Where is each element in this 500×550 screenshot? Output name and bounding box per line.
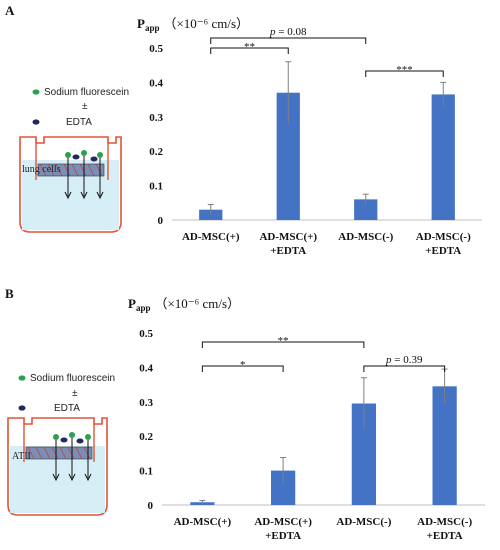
significance-label: p = 0.08 xyxy=(269,26,307,38)
panel-b: B Sodium fluorescein ± EDTA ATII xyxy=(5,286,485,542)
bar xyxy=(431,94,455,220)
chart-b-yaxis: 0 0.1 0.2 0.3 0.4 0.5 xyxy=(139,328,485,512)
y-tick-label: 0.5 xyxy=(149,43,163,55)
y-tick-label: 0.4 xyxy=(149,77,163,89)
x-tick-label: AD-MSC(+) xyxy=(174,516,232,528)
x-tick-label: AD-MSC(-) +EDTA xyxy=(416,231,471,257)
x-tick-label: AD-MSC(+) +EDTA xyxy=(259,231,317,257)
bar xyxy=(276,92,300,220)
well-label-b: ATII xyxy=(12,451,31,462)
transwell-icon-a: lung cells xyxy=(19,136,122,233)
panel-a: A Sodium fluorescein ± EDTA xyxy=(5,3,482,257)
significance-bracket xyxy=(210,37,367,44)
chart-b-xaxis: AD-MSC(+) AD-MSC(+) +EDTA AD-MSC(-) AD-MSC(-… xyxy=(174,516,473,542)
chart-a-xaxis: AD-MSC(+) AD-MSC(+) +EDTA AD-MSC(-) AD-MSC(-… xyxy=(182,231,471,257)
significance-label: ** xyxy=(278,335,289,347)
chart-a-yaxis: 0 0.1 0.2 0.3 0.4 0.5 xyxy=(149,43,482,227)
y-tick-label: 0.1 xyxy=(139,466,153,478)
x-tick-label: AD-MSC(-) xyxy=(338,231,393,243)
x-tick-label: AD-MSC(+) xyxy=(182,231,240,243)
legend-plusminus-b: ± xyxy=(72,388,78,399)
fluorescein-dot-icon xyxy=(32,89,40,95)
significance-bracket xyxy=(363,365,446,372)
legend-fluorescein: Sodium fluorescein xyxy=(44,87,129,98)
transwell-icon-b: ATII xyxy=(7,417,108,516)
y-tick-label: 0.4 xyxy=(139,362,153,374)
x-tick-label: AD-MSC(-) +EDTA xyxy=(417,516,472,542)
legend-edta-b: EDTA xyxy=(54,403,80,414)
chart-a: 0 0.1 0.2 0.3 0.4 0.5 ** p = 0.08 *** AD-MSC(+)… xyxy=(149,26,482,257)
chart-b-significance: ***p = 0.39 xyxy=(201,335,446,372)
y-tick-label: 0 xyxy=(158,215,164,227)
well-label-a: lung cells xyxy=(22,164,61,175)
chart-a-bars xyxy=(199,61,455,220)
y-tick-label: 0.3 xyxy=(139,397,153,409)
schematic-a: Sodium fluorescein ± EDTA lung cells xyxy=(19,87,129,233)
edta-dot-icon xyxy=(32,119,40,125)
significance-bracket xyxy=(210,47,289,54)
x-tick-label: AD-MSC(-) xyxy=(336,516,391,528)
significance-label: p = 0.39 xyxy=(385,354,423,366)
chart-b-bars xyxy=(190,368,457,505)
y-tick-label: 0.1 xyxy=(149,181,163,193)
legend-plusminus: ± xyxy=(82,101,88,112)
x-tick-label: AD-MSC(+) +EDTA xyxy=(254,516,312,542)
y-tick-label: 0.2 xyxy=(149,146,163,158)
chart-a-significance: ** p = 0.08 *** xyxy=(210,26,444,77)
significance-bracket xyxy=(201,365,284,372)
panel-label-b: B xyxy=(5,286,14,301)
significance-label: *** xyxy=(396,64,413,76)
y-tick-label: 0 xyxy=(148,500,154,512)
schematic-b: Sodium fluorescein ± EDTA ATII xyxy=(7,373,115,516)
y-tick-label: 0.2 xyxy=(139,431,153,443)
fluorescein-dot-icon xyxy=(18,375,26,381)
significance-label: * xyxy=(240,359,246,371)
significance-bracket xyxy=(365,70,444,77)
y-axis-title-a: Papp （×10⁻⁶ cm/s） xyxy=(137,16,249,33)
significance-label: ** xyxy=(244,41,255,53)
legend-fluorescein-b: Sodium fluorescein xyxy=(30,373,115,384)
y-tick-label: 0.5 xyxy=(139,328,153,340)
panel-label-a: A xyxy=(5,3,15,18)
legend-edta: EDTA xyxy=(66,117,92,128)
edta-dot-icon xyxy=(18,405,26,411)
bar xyxy=(432,386,457,505)
bar xyxy=(354,199,378,220)
y-axis-title-b: Papp （×10⁻⁶ cm/s） xyxy=(128,296,240,313)
chart-b: 00.10.20.30.40.5 ***p = 0.39 AD-MSC(+) AD… xyxy=(139,328,485,542)
y-tick-label: 0.3 xyxy=(149,112,163,124)
significance-bracket xyxy=(201,341,365,348)
